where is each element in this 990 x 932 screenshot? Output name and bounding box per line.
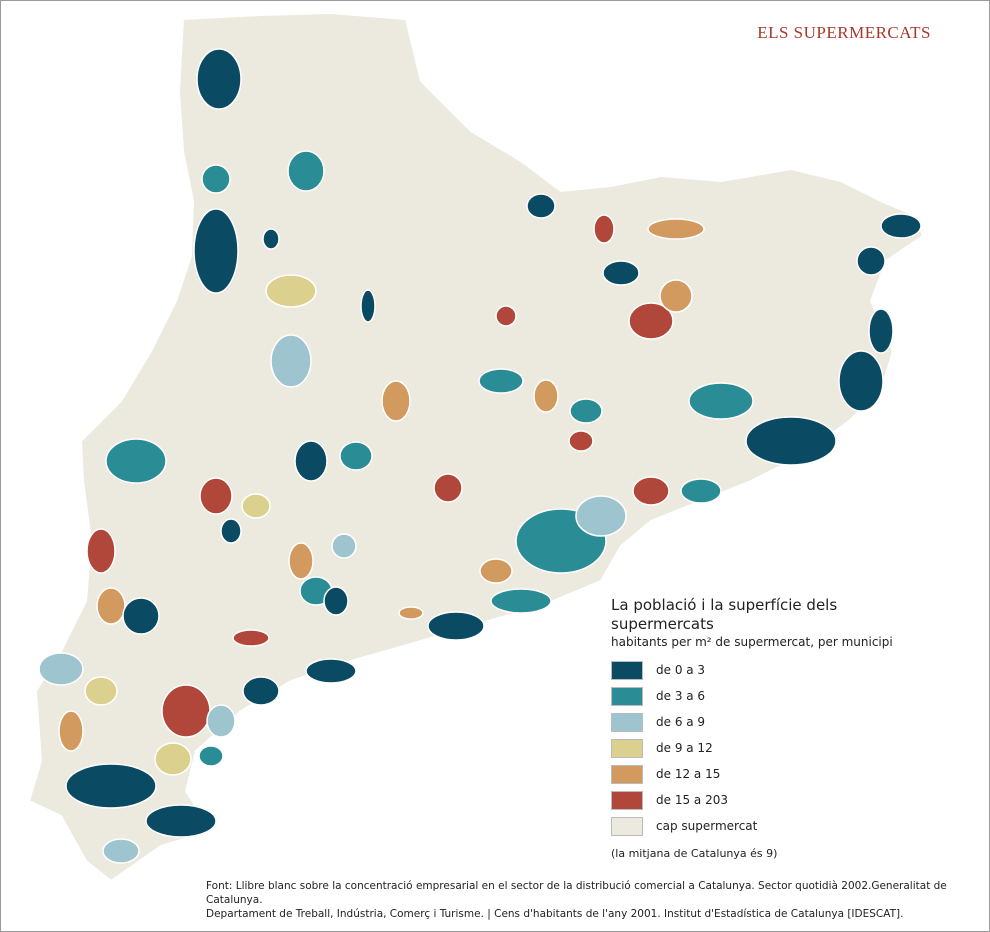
municipality — [201, 164, 231, 194]
legend-swatch — [611, 816, 643, 836]
municipality — [632, 476, 670, 506]
legend-swatch — [611, 686, 643, 706]
municipality — [161, 684, 211, 738]
municipality — [242, 676, 280, 706]
legend-items: de 0 a 3 de 3 a 6 de 6 a 9 de 9 a 12 de 12 a… — [611, 657, 911, 839]
legend-label: de 6 a 9 — [656, 715, 706, 729]
municipality — [381, 380, 411, 422]
legend-item: cap supermercat — [611, 813, 911, 839]
municipality — [593, 214, 615, 244]
legend-item: de 6 a 9 — [611, 709, 911, 735]
municipality — [478, 368, 524, 394]
municipality — [568, 430, 594, 452]
legend-title: La població i la superfície dels superme… — [611, 596, 838, 633]
municipality — [305, 658, 357, 684]
municipality — [84, 676, 118, 706]
municipality — [495, 305, 517, 327]
municipality — [602, 260, 640, 286]
legend-swatch — [611, 738, 643, 758]
municipality — [270, 334, 312, 388]
municipality — [745, 416, 837, 466]
legend-item: de 12 a 15 — [611, 761, 911, 787]
legend-swatch — [611, 660, 643, 680]
legend-item: de 15 a 203 — [611, 787, 911, 813]
municipality — [688, 382, 754, 420]
source: Font: Llibre blanc sobre la concentració… — [206, 879, 989, 921]
legend-note: (la mitjana de Catalunya és 9) — [611, 847, 778, 860]
legend-item: de 0 a 3 — [611, 657, 911, 683]
municipality — [868, 308, 894, 354]
municipality — [198, 745, 224, 767]
municipality — [479, 558, 513, 584]
municipality — [193, 208, 239, 294]
municipality — [838, 350, 884, 412]
municipality — [154, 742, 192, 776]
legend-label: de 15 a 203 — [656, 793, 728, 807]
municipality — [659, 279, 693, 313]
municipality — [294, 440, 328, 482]
legend-swatch — [611, 764, 643, 784]
municipality — [628, 302, 674, 340]
municipality — [145, 804, 217, 838]
legend-label: de 12 a 15 — [656, 767, 721, 781]
municipality — [490, 588, 552, 614]
municipality — [339, 441, 373, 471]
municipality — [856, 246, 886, 276]
municipality — [288, 542, 314, 580]
municipality — [533, 379, 559, 413]
municipality — [287, 150, 325, 192]
map-title: ELS SUPERMERCATS — [757, 23, 931, 42]
municipality — [526, 193, 556, 219]
municipality — [96, 587, 126, 625]
legend-label: cap supermercat — [656, 819, 758, 833]
municipality — [196, 48, 242, 110]
municipality — [241, 493, 271, 519]
legend-subtitle: habitants per m² de supermercat, per mun… — [611, 635, 893, 649]
municipality — [206, 704, 236, 738]
municipality — [86, 528, 116, 574]
legend-swatch — [611, 712, 643, 732]
municipality — [323, 586, 349, 616]
source-line: Departament de Treball, Indústria, Comer… — [206, 908, 904, 920]
municipality — [65, 763, 157, 809]
source-line: Font: Llibre blanc sobre la concentració… — [206, 880, 947, 906]
municipality — [105, 438, 167, 484]
legend-label: de 3 a 6 — [656, 689, 706, 703]
municipality — [647, 218, 705, 240]
legend-swatch — [611, 790, 643, 810]
municipality — [433, 473, 463, 503]
municipality — [38, 652, 84, 686]
legend-item: de 9 a 12 — [611, 735, 911, 761]
legend-item: de 3 a 6 — [611, 683, 911, 709]
legend-label: de 9 a 12 — [656, 741, 713, 755]
municipalities — [38, 48, 922, 864]
municipality — [360, 289, 376, 323]
municipality — [232, 629, 270, 647]
municipality — [331, 533, 357, 559]
municipality — [575, 495, 627, 537]
municipality — [569, 398, 603, 424]
municipality — [220, 518, 242, 544]
municipality — [102, 838, 140, 864]
municipality — [880, 213, 922, 239]
municipality — [58, 710, 84, 752]
municipality — [262, 228, 280, 250]
municipality — [680, 478, 722, 504]
municipality — [265, 274, 317, 308]
municipality — [122, 597, 160, 635]
municipality — [199, 477, 233, 515]
legend-label: de 0 a 3 — [656, 663, 706, 677]
municipality — [427, 611, 485, 641]
legend: La població i la superfície dels superme… — [611, 596, 911, 860]
municipality — [398, 606, 424, 620]
